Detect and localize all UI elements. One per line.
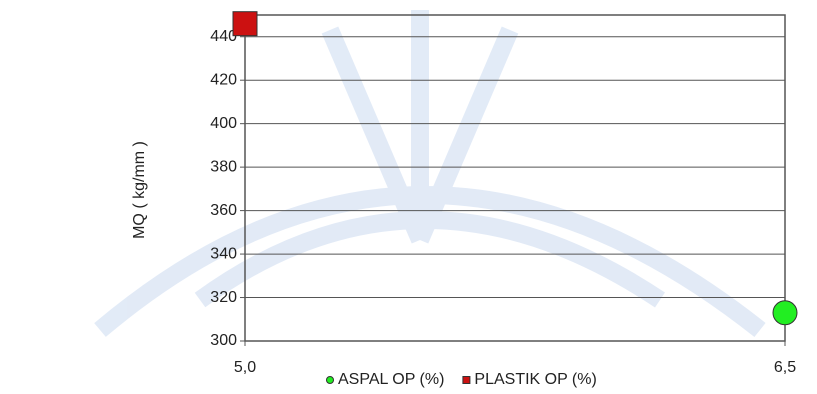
watermark xyxy=(100,10,760,330)
legend-label: ASPAL OP (%) xyxy=(338,371,444,388)
y-tick-label: 320 xyxy=(210,289,237,306)
legend-marker xyxy=(327,377,334,384)
y-axis-label: MQ ( kg/mm ) xyxy=(131,141,148,239)
y-tick-label: 300 xyxy=(210,332,237,349)
y-tick-label: 340 xyxy=(210,245,237,262)
legend-marker xyxy=(463,377,470,384)
y-tick-label: 420 xyxy=(210,71,237,88)
chart: MQ ( kg/mm ) 3003203403603804004204405,0… xyxy=(0,0,817,394)
point xyxy=(233,12,257,36)
legend-label: PLASTIK OP (%) xyxy=(474,371,596,388)
x-tick-label: 6,5 xyxy=(774,359,796,376)
y-tick-label: 360 xyxy=(210,202,237,219)
point xyxy=(773,301,797,325)
y-tick-label: 380 xyxy=(210,158,237,175)
y-tick-label: 400 xyxy=(210,115,237,132)
x-tick-label: 5,0 xyxy=(234,359,256,376)
